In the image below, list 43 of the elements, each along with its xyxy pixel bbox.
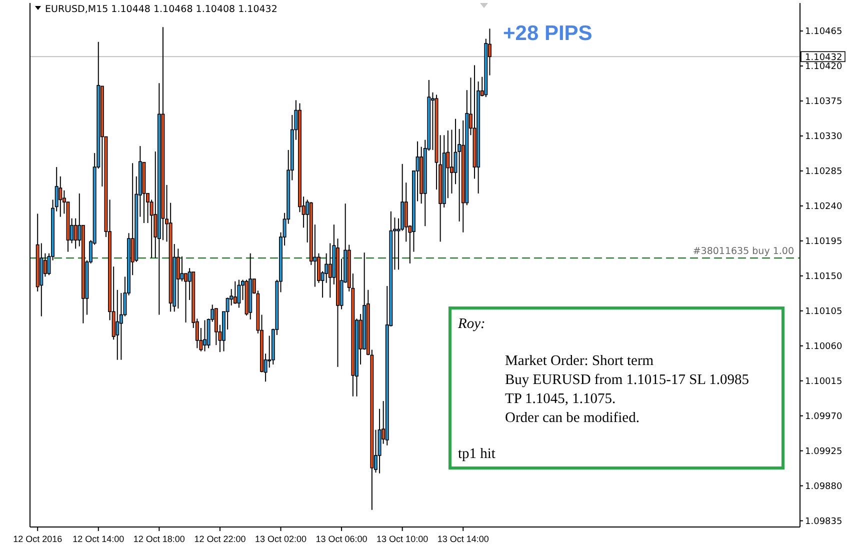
candlestick	[180, 256, 184, 282]
y-tick-label: 1.09970	[805, 412, 842, 422]
candlestick	[58, 176, 62, 218]
annotation: Order can be modified.	[505, 410, 640, 426]
candlestick	[74, 218, 78, 250]
annotation: Market Order: Short term	[505, 353, 654, 369]
y-tick-label: 1.10420	[805, 62, 842, 72]
candlestick	[233, 280, 237, 304]
y-tick-label: 1.09925	[805, 446, 842, 457]
candlestick	[203, 320, 206, 352]
x-tick-label: 12 Oct 22:00	[194, 534, 246, 544]
ref-line-label: #38011635 buy 1.00	[692, 246, 794, 258]
annotation: tp1 hit	[458, 446, 496, 462]
y-tick-label: 1.10330	[805, 132, 842, 142]
annotation: Roy:	[457, 316, 486, 332]
ref-line-label: 1.10432	[805, 52, 842, 63]
chart-title: EURUSD,M15 1.10448 1.10468 1.10408 1.10432	[45, 4, 278, 15]
y-tick-label: 1.10060	[805, 342, 842, 352]
candlestick	[116, 289, 120, 360]
y-tick-label: 1.10375	[805, 97, 842, 108]
x-tick-label: 12 Oct 14:00	[72, 534, 124, 544]
y-tick-label: 1.10150	[805, 272, 842, 282]
y-tick-label: 1.09880	[805, 482, 842, 492]
x-tick-label: 13 Oct 10:00	[376, 534, 428, 544]
y-tick-label: 1.10105	[805, 307, 842, 318]
annotation: TP 1.1045, 1.1075.	[505, 391, 616, 407]
y-tick-label: 1.09835	[805, 516, 842, 527]
candlestick	[328, 242, 332, 298]
x-tick-label: 13 Oct 02:00	[254, 534, 307, 544]
candlestick	[237, 279, 241, 308]
candlestick	[176, 248, 180, 310]
annotation: Buy EURUSD from 1.1015-17 SL 1.0985	[505, 372, 749, 388]
x-tick-label: 12 Oct 18:00	[133, 534, 185, 544]
x-tick-label: 13 Oct 14:00	[437, 534, 489, 544]
x-tick-label: 13 Oct 06:00	[316, 534, 368, 544]
x-tick-label: 12 Oct 2016	[13, 534, 62, 544]
y-tick-label: 1.10285	[805, 167, 842, 178]
y-tick-label: 1.10240	[805, 202, 842, 212]
y-tick-label: 1.10465	[805, 27, 842, 38]
y-tick-label: 1.10015	[805, 376, 842, 387]
candlestick	[450, 129, 454, 194]
y-tick-label: 1.10195	[805, 237, 842, 248]
annotation: +28 PIPS	[503, 22, 592, 45]
